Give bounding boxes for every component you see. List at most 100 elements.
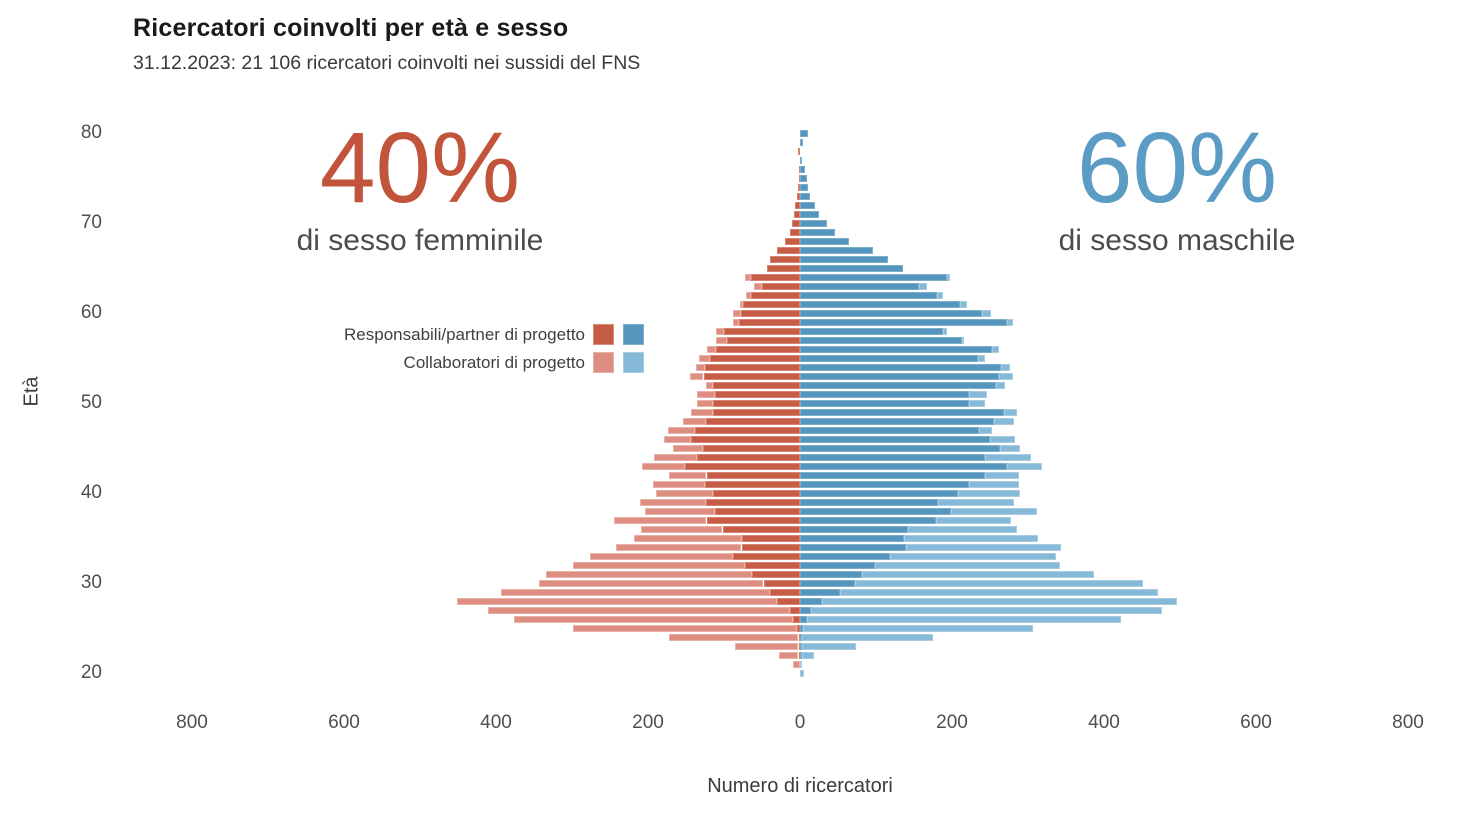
bar-f-resp-age-50[interactable] [713,399,800,407]
bar-f-resp-age-48[interactable] [705,417,800,425]
bar-f-coll-age-50[interactable] [697,399,714,407]
bar-m-coll-age-21[interactable] [800,660,802,668]
bar-f-resp-age-32[interactable] [744,561,800,569]
bar-m-resp-age-36[interactable] [800,525,908,533]
bar-m-coll-age-38[interactable] [951,507,1038,515]
bar-m-coll-age-30[interactable] [854,579,1143,587]
bar-f-coll-age-48[interactable] [683,417,706,425]
bar-f-coll-age-33[interactable] [589,552,734,560]
bar-f-coll-age-53[interactable] [689,372,704,380]
bar-m-resp-age-80[interactable] [800,129,808,137]
bar-f-coll-age-63[interactable] [754,282,762,290]
bar-m-coll-age-53[interactable] [999,372,1013,380]
bar-f-resp-age-25[interactable] [797,624,800,632]
bar-m-coll-age-31[interactable] [862,570,1095,578]
bar-m-resp-age-50[interactable] [800,399,969,407]
bar-f-coll-age-40[interactable] [655,489,714,497]
bar-m-coll-age-63[interactable] [918,282,927,290]
bar-m-coll-age-20[interactable] [800,669,804,677]
bar-m-coll-age-55[interactable] [977,354,986,362]
bar-m-coll-age-29[interactable] [839,588,1158,596]
bar-f-resp-age-58[interactable] [724,327,800,335]
bar-m-resp-age-25[interactable] [800,624,803,632]
bar-m-coll-age-39[interactable] [938,498,1015,506]
bar-m-resp-age-51[interactable] [800,390,969,398]
bar-f-resp-age-57[interactable] [727,336,800,344]
bar-f-coll-age-42[interactable] [669,471,707,479]
bar-f-resp-age-42[interactable] [706,471,800,479]
bar-m-coll-age-62[interactable] [936,291,943,299]
bar-m-resp-age-47[interactable] [800,426,979,434]
bar-m-coll-age-46[interactable] [990,435,1016,443]
bar-m-resp-age-62[interactable] [800,291,937,299]
legend-item-responsabili[interactable]: Responsabili/partner di progetto [265,324,647,345]
bar-f-resp-age-29[interactable] [769,588,800,596]
bar-m-coll-age-44[interactable] [984,453,1032,461]
bar-f-resp-age-63[interactable] [762,282,800,290]
bar-f-resp-age-44[interactable] [696,453,800,461]
bar-m-coll-age-40[interactable] [958,489,1021,497]
bar-f-coll-age-44[interactable] [654,453,697,461]
bar-m-resp-age-26[interactable] [800,615,807,623]
bar-f-resp-age-28[interactable] [777,597,800,605]
bar-f-coll-age-38[interactable] [645,507,715,515]
bar-f-resp-age-61[interactable] [743,300,800,308]
bar-f-resp-age-59[interactable] [739,318,800,326]
bar-m-resp-age-64[interactable] [800,273,947,281]
bar-f-resp-age-53[interactable] [703,372,800,380]
bar-f-coll-age-29[interactable] [500,588,770,596]
bar-f-resp-age-34[interactable] [741,543,800,551]
bar-f-resp-age-56[interactable] [716,345,800,353]
bar-m-resp-age-32[interactable] [800,561,875,569]
bar-f-resp-age-69[interactable] [790,228,800,236]
bar-m-resp-age-49[interactable] [800,408,1005,416]
bar-f-resp-age-74[interactable] [797,183,800,191]
bar-f-resp-age-64[interactable] [751,273,800,281]
bar-m-resp-age-73[interactable] [800,192,810,200]
bar-f-resp-age-73[interactable] [797,192,800,200]
bar-m-resp-age-31[interactable] [800,570,863,578]
bar-f-resp-age-62[interactable] [751,291,800,299]
bar-f-resp-age-65[interactable] [767,264,800,272]
bar-f-coll-age-43[interactable] [641,462,686,470]
bar-m-coll-age-56[interactable] [991,345,1000,353]
bar-m-resp-age-68[interactable] [800,237,849,245]
bar-m-resp-age-34[interactable] [800,543,907,551]
bar-m-resp-age-60[interactable] [800,309,983,317]
bar-f-coll-age-47[interactable] [667,426,696,434]
bar-f-coll-age-27[interactable] [488,606,791,614]
bar-f-coll-age-21[interactable] [793,660,800,668]
bar-m-coll-age-27[interactable] [810,606,1162,614]
bar-m-resp-age-43[interactable] [800,462,1007,470]
bar-m-coll-age-25[interactable] [803,624,1034,632]
bar-m-resp-age-74[interactable] [800,183,808,191]
bar-f-resp-age-41[interactable] [705,480,800,488]
bar-f-coll-age-25[interactable] [572,624,797,632]
bar-m-coll-age-35[interactable] [904,534,1038,542]
bar-m-coll-age-57[interactable] [961,336,965,344]
bar-m-resp-age-77[interactable] [800,156,803,164]
bar-f-coll-age-59[interactable] [733,318,740,326]
bar-f-coll-age-64[interactable] [745,273,752,281]
bar-f-coll-age-49[interactable] [691,408,714,416]
bar-f-coll-age-37[interactable] [613,516,707,524]
bar-m-resp-age-79[interactable] [800,138,803,146]
bar-m-resp-age-35[interactable] [800,534,905,542]
bar-m-resp-age-38[interactable] [800,507,952,515]
bar-m-resp-age-58[interactable] [800,327,943,335]
bar-m-coll-age-24[interactable] [802,633,933,641]
bar-m-coll-age-23[interactable] [801,642,856,650]
bar-m-coll-age-50[interactable] [968,399,985,407]
bar-m-coll-age-34[interactable] [906,543,1062,551]
bar-f-coll-age-22[interactable] [778,651,799,659]
bar-f-coll-age-36[interactable] [641,525,723,533]
bar-f-resp-age-72[interactable] [795,201,800,209]
bar-m-resp-age-44[interactable] [800,453,985,461]
bar-f-resp-age-60[interactable] [740,309,800,317]
bar-f-coll-age-26[interactable] [514,615,794,623]
bar-f-resp-age-43[interactable] [685,462,800,470]
bar-f-coll-age-30[interactable] [539,579,764,587]
bar-m-resp-age-57[interactable] [800,336,962,344]
bar-f-resp-age-49[interactable] [713,408,800,416]
bar-f-coll-age-56[interactable] [707,345,717,353]
